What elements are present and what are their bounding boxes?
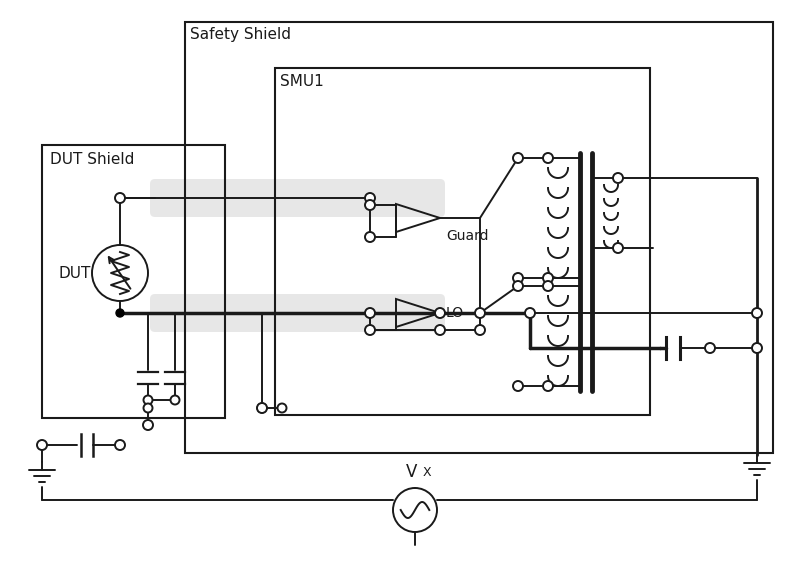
Circle shape <box>365 193 375 203</box>
Circle shape <box>752 308 762 318</box>
Circle shape <box>258 403 266 413</box>
Circle shape <box>435 308 445 318</box>
Circle shape <box>543 273 553 283</box>
Circle shape <box>393 488 437 532</box>
Circle shape <box>365 232 375 242</box>
Circle shape <box>513 281 523 291</box>
Circle shape <box>435 325 445 335</box>
Bar <box>185 22 773 453</box>
Bar <box>42 145 225 418</box>
Circle shape <box>92 245 148 301</box>
Text: Safety Shield: Safety Shield <box>190 28 291 42</box>
Text: DUT: DUT <box>58 265 90 281</box>
FancyBboxPatch shape <box>150 294 445 332</box>
Circle shape <box>475 325 485 335</box>
Circle shape <box>513 273 523 283</box>
Circle shape <box>278 403 286 413</box>
Text: Guard: Guard <box>446 229 489 243</box>
Circle shape <box>543 281 553 291</box>
Circle shape <box>513 153 523 163</box>
Circle shape <box>613 243 623 253</box>
Circle shape <box>365 200 375 210</box>
Circle shape <box>543 381 553 391</box>
Text: X: X <box>423 465 432 478</box>
Circle shape <box>170 395 179 405</box>
Circle shape <box>543 153 553 163</box>
Circle shape <box>752 343 762 353</box>
Circle shape <box>513 381 523 391</box>
Circle shape <box>365 325 375 335</box>
Circle shape <box>257 403 267 413</box>
Bar <box>275 68 650 415</box>
Text: V: V <box>406 463 418 481</box>
Circle shape <box>365 308 375 318</box>
Circle shape <box>705 343 715 353</box>
Circle shape <box>116 309 124 317</box>
Circle shape <box>143 395 153 405</box>
Circle shape <box>143 420 153 430</box>
Circle shape <box>143 403 153 413</box>
Circle shape <box>115 440 125 450</box>
FancyBboxPatch shape <box>150 179 445 217</box>
Circle shape <box>475 308 485 318</box>
Circle shape <box>37 440 47 450</box>
Text: LO: LO <box>446 306 464 320</box>
Text: SMU1: SMU1 <box>280 74 324 89</box>
Circle shape <box>525 308 535 318</box>
Circle shape <box>115 193 125 203</box>
Text: DUT Shield: DUT Shield <box>50 151 134 167</box>
Circle shape <box>613 173 623 183</box>
